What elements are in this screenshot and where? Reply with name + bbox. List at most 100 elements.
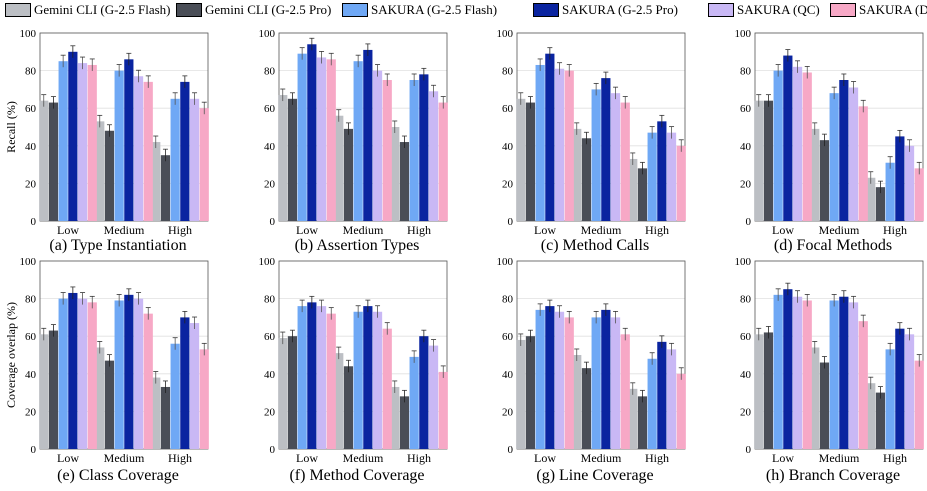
y-tick-label: 0 xyxy=(746,216,752,228)
bar xyxy=(516,98,526,221)
y-tick-label: 80 xyxy=(264,294,276,306)
bar xyxy=(438,371,448,449)
bar xyxy=(858,106,868,221)
bar xyxy=(287,336,298,449)
bar xyxy=(372,70,383,221)
y-tick-label: 80 xyxy=(264,66,276,78)
bar xyxy=(763,332,774,449)
bar xyxy=(591,89,601,222)
bar xyxy=(810,347,820,449)
y-tick-label: 0 xyxy=(508,216,514,228)
bar xyxy=(382,80,392,221)
bar xyxy=(199,108,209,221)
bar xyxy=(287,98,298,221)
bar xyxy=(819,362,830,449)
bar xyxy=(601,309,611,449)
bar xyxy=(58,61,68,222)
y-tick-label: 100 xyxy=(497,28,514,40)
bar xyxy=(409,80,419,221)
y-tick-label: 20 xyxy=(740,406,752,418)
bar xyxy=(628,388,638,449)
y-tick-label: 80 xyxy=(25,294,37,306)
bar xyxy=(516,339,526,449)
bar xyxy=(792,66,803,221)
x-tick-label: Medium xyxy=(104,223,145,237)
x-tick-label: Medium xyxy=(819,223,860,237)
bar xyxy=(647,132,657,221)
bar xyxy=(637,396,648,449)
x-tick-label: Medium xyxy=(104,451,145,465)
bar xyxy=(885,349,895,449)
bar xyxy=(591,317,601,449)
y-tick-label: 100 xyxy=(497,256,514,268)
bar xyxy=(914,168,924,221)
bar xyxy=(525,102,536,221)
bar xyxy=(399,396,410,449)
subplot-title: (c) Method Calls xyxy=(541,237,649,254)
bar xyxy=(124,59,134,221)
bar xyxy=(773,294,783,449)
bar xyxy=(68,51,78,221)
bar xyxy=(829,93,839,221)
y-tick-label: 60 xyxy=(25,103,37,115)
bar xyxy=(124,294,134,449)
bar xyxy=(428,91,439,221)
bar xyxy=(545,53,555,222)
bar xyxy=(802,72,812,221)
x-tick-label: Low xyxy=(57,451,79,465)
bar xyxy=(160,386,171,449)
y-tick-label: 20 xyxy=(264,406,276,418)
bar xyxy=(904,145,915,221)
bar xyxy=(620,334,630,449)
bar xyxy=(199,349,209,449)
bar xyxy=(77,63,88,221)
x-tick-label: High xyxy=(407,223,431,237)
bar xyxy=(904,334,915,449)
bar xyxy=(754,100,764,221)
bar xyxy=(353,61,363,222)
bar xyxy=(114,70,124,221)
legend-label: SAKURA (G-2.5 Flash) xyxy=(371,2,498,17)
legend-item: SAKURA (DS) xyxy=(830,1,927,19)
bar xyxy=(419,336,429,449)
bar xyxy=(895,328,905,449)
legend-swatch xyxy=(5,3,31,17)
bar xyxy=(58,298,68,449)
bar xyxy=(104,130,115,221)
legend-swatch xyxy=(708,3,734,17)
y-tick-label: 40 xyxy=(502,141,514,153)
y-tick-label: 20 xyxy=(740,178,752,190)
y-tick-label: 80 xyxy=(502,294,514,306)
y-axis-label: Coverage overlap (%) xyxy=(4,302,18,408)
bar xyxy=(620,102,630,221)
bar xyxy=(676,373,686,449)
bar xyxy=(390,386,400,449)
subplot-title: (a) Type Instantiation xyxy=(49,237,186,254)
legend-label: SAKURA (QC) xyxy=(737,2,820,17)
bar xyxy=(143,313,153,449)
bar xyxy=(581,138,592,221)
bar xyxy=(170,98,180,221)
bar xyxy=(95,121,105,221)
bar xyxy=(914,360,924,449)
bar xyxy=(428,345,439,449)
bar xyxy=(875,187,886,221)
y-tick-label: 20 xyxy=(25,178,37,190)
legend-label: Gemini CLI (G-2.5 Pro) xyxy=(205,2,332,17)
bar xyxy=(334,115,344,221)
bar xyxy=(189,98,200,221)
y-tick-label: 20 xyxy=(264,178,276,190)
y-tick-label: 0 xyxy=(270,444,276,456)
bar xyxy=(802,300,812,449)
bar xyxy=(581,368,592,449)
x-tick-label: High xyxy=(407,451,431,465)
chart-legend: Gemini CLI (G-2.5 Flash) Gemini CLI (G-2.… xyxy=(0,1,927,21)
bar xyxy=(657,121,667,221)
y-tick-label: 0 xyxy=(746,444,752,456)
bar xyxy=(372,311,383,449)
y-tick-label: 40 xyxy=(740,141,752,153)
bar xyxy=(839,296,849,449)
y-tick-label: 80 xyxy=(25,66,37,78)
y-tick-label: 100 xyxy=(259,28,276,40)
